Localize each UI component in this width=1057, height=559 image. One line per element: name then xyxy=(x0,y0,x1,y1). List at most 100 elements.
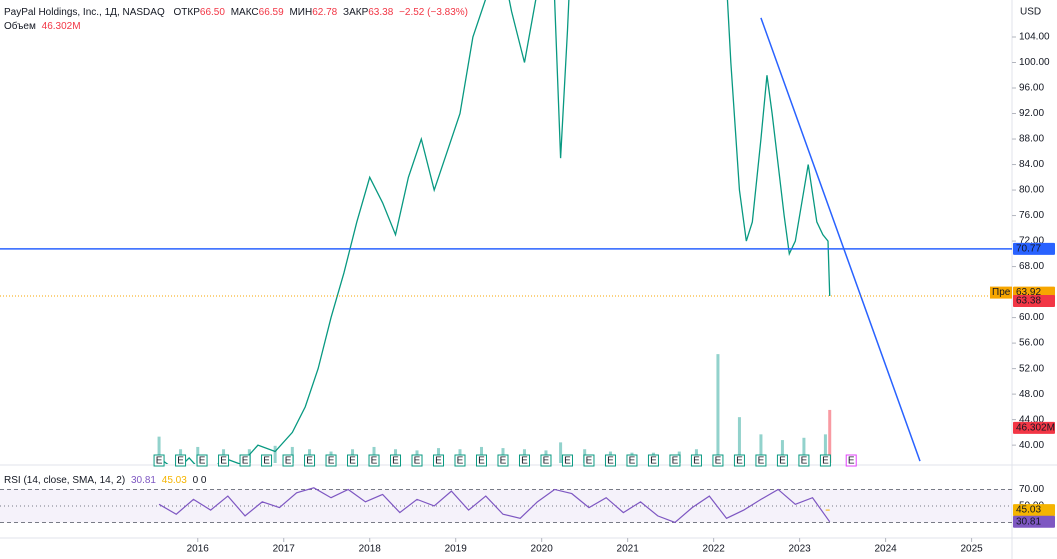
earnings-label: E xyxy=(693,456,700,467)
volume-bar xyxy=(716,354,720,463)
volume-bar xyxy=(828,409,832,463)
y-tick-label: 100.00 xyxy=(1019,57,1050,68)
earnings-label: E xyxy=(263,456,270,467)
earnings-marker xyxy=(776,454,788,467)
y-tick-label: 68.00 xyxy=(1019,261,1044,272)
ohlc-value: 66.59 xyxy=(259,7,284,18)
ohlc-value: 62.78 xyxy=(312,7,337,18)
earnings-marker xyxy=(647,454,659,467)
earnings-label: E xyxy=(779,456,786,467)
volume-last-box xyxy=(1013,421,1055,434)
earnings-marker xyxy=(475,454,487,467)
y-tick-label: 72.00 xyxy=(1019,236,1044,247)
x-tick-label: 2016 xyxy=(187,544,210,555)
rsi-last-label: 30.81 xyxy=(1016,516,1041,527)
earnings-marker xyxy=(175,454,187,467)
rsi-ma-value: 45.03 xyxy=(162,475,187,486)
earnings-marker xyxy=(845,454,857,467)
earnings-marker xyxy=(819,454,831,467)
change: −2.52 (−3.83%) xyxy=(399,7,468,18)
rsi-legend: RSI (14, close, SMA, 14, 2) 30.81 45.03 … xyxy=(4,475,207,486)
earnings-marker xyxy=(497,454,509,467)
y-tick-label: 52.00 xyxy=(1019,363,1044,374)
earnings-label: E xyxy=(349,456,356,467)
earnings-label: E xyxy=(521,456,528,467)
volume-name: Объем xyxy=(4,20,36,32)
earnings-marker xyxy=(282,454,294,467)
earnings-label: E xyxy=(392,456,399,467)
y-tick-label: 104.00 xyxy=(1019,32,1050,43)
earnings-label: E xyxy=(156,456,163,467)
ohlc-name: ОТКР xyxy=(174,7,201,18)
earnings-marker xyxy=(368,454,380,467)
earnings-marker xyxy=(561,454,573,467)
x-tick-label: 2024 xyxy=(874,544,897,555)
earnings-label: E xyxy=(715,456,722,467)
earnings-marker xyxy=(690,454,702,467)
earnings-label: E xyxy=(328,456,335,467)
earnings-label: E xyxy=(801,456,808,467)
earnings-marker xyxy=(712,454,724,467)
earnings-marker xyxy=(669,454,681,467)
y-tick-label: 88.00 xyxy=(1019,134,1044,145)
earnings-label: E xyxy=(822,456,829,467)
rsi-last-box xyxy=(1013,515,1055,528)
volume-bar xyxy=(802,437,806,463)
earnings-label: E xyxy=(414,456,421,467)
symbol: PayPal Holdings, Inc., 1Д, NASDAQ xyxy=(4,7,165,18)
earnings-marker xyxy=(304,454,316,467)
earnings-label: E xyxy=(242,456,249,467)
earnings-label: E xyxy=(758,456,765,467)
level-box xyxy=(1013,242,1055,255)
last-price-label: 63.38 xyxy=(1016,296,1041,307)
earnings-marker xyxy=(733,454,745,467)
y-tick-label: 80.00 xyxy=(1019,185,1044,196)
earnings-marker xyxy=(626,454,638,467)
earnings-marker xyxy=(239,454,251,467)
price-pane xyxy=(0,0,1012,464)
earnings-marker xyxy=(604,454,616,467)
prev-close-label: 63.92 xyxy=(1016,287,1041,298)
earnings-marker xyxy=(347,454,359,467)
rsi-extra: 0 0 xyxy=(193,475,207,486)
earnings-label: E xyxy=(736,456,743,467)
x-tick-label: 2023 xyxy=(789,544,812,555)
earnings-marker xyxy=(454,454,466,467)
currency: USD xyxy=(1020,7,1041,18)
rsi-title: RSI (14, close, SMA, 14, 2) xyxy=(4,475,125,486)
earnings-label: E xyxy=(220,456,227,467)
earnings-marker xyxy=(755,454,767,467)
rsi-line xyxy=(158,487,831,524)
volume-bar xyxy=(780,440,784,463)
volume-last-label: 46.302M xyxy=(1016,423,1055,434)
y-tick-label: 76.00 xyxy=(1019,210,1044,221)
x-tick-label: 2022 xyxy=(703,544,726,555)
last-price-box xyxy=(1013,295,1055,308)
volume-value: 46.302M xyxy=(42,21,81,32)
volume-bar xyxy=(559,442,563,463)
earnings-marker xyxy=(261,454,273,467)
earnings-label: E xyxy=(285,456,292,467)
earnings-label: E xyxy=(199,456,206,467)
ohlc-name: МАКС xyxy=(231,7,259,18)
earnings-marker xyxy=(390,454,402,467)
x-tick-label: 2021 xyxy=(617,544,640,555)
volume-bar xyxy=(273,445,277,463)
ohlc-name: ЗАКР xyxy=(343,7,369,18)
volume-bar xyxy=(759,434,763,463)
earnings-marker xyxy=(196,454,208,467)
earnings-label: E xyxy=(586,456,593,467)
ohlc-value: 63.38 xyxy=(368,7,393,18)
earnings-label: E xyxy=(564,456,571,467)
earnings-label: E xyxy=(650,456,657,467)
price-line xyxy=(158,0,831,464)
y-tick-label: 48.00 xyxy=(1019,389,1044,400)
earnings-label: E xyxy=(500,456,507,467)
rsi-ma-label: 45.03 xyxy=(1016,505,1041,516)
x-tick-label: 2017 xyxy=(273,544,296,555)
earnings-marker xyxy=(218,454,230,467)
earnings-marker xyxy=(153,454,165,467)
earnings-marker xyxy=(798,454,810,467)
prev-name-box xyxy=(990,286,1012,299)
